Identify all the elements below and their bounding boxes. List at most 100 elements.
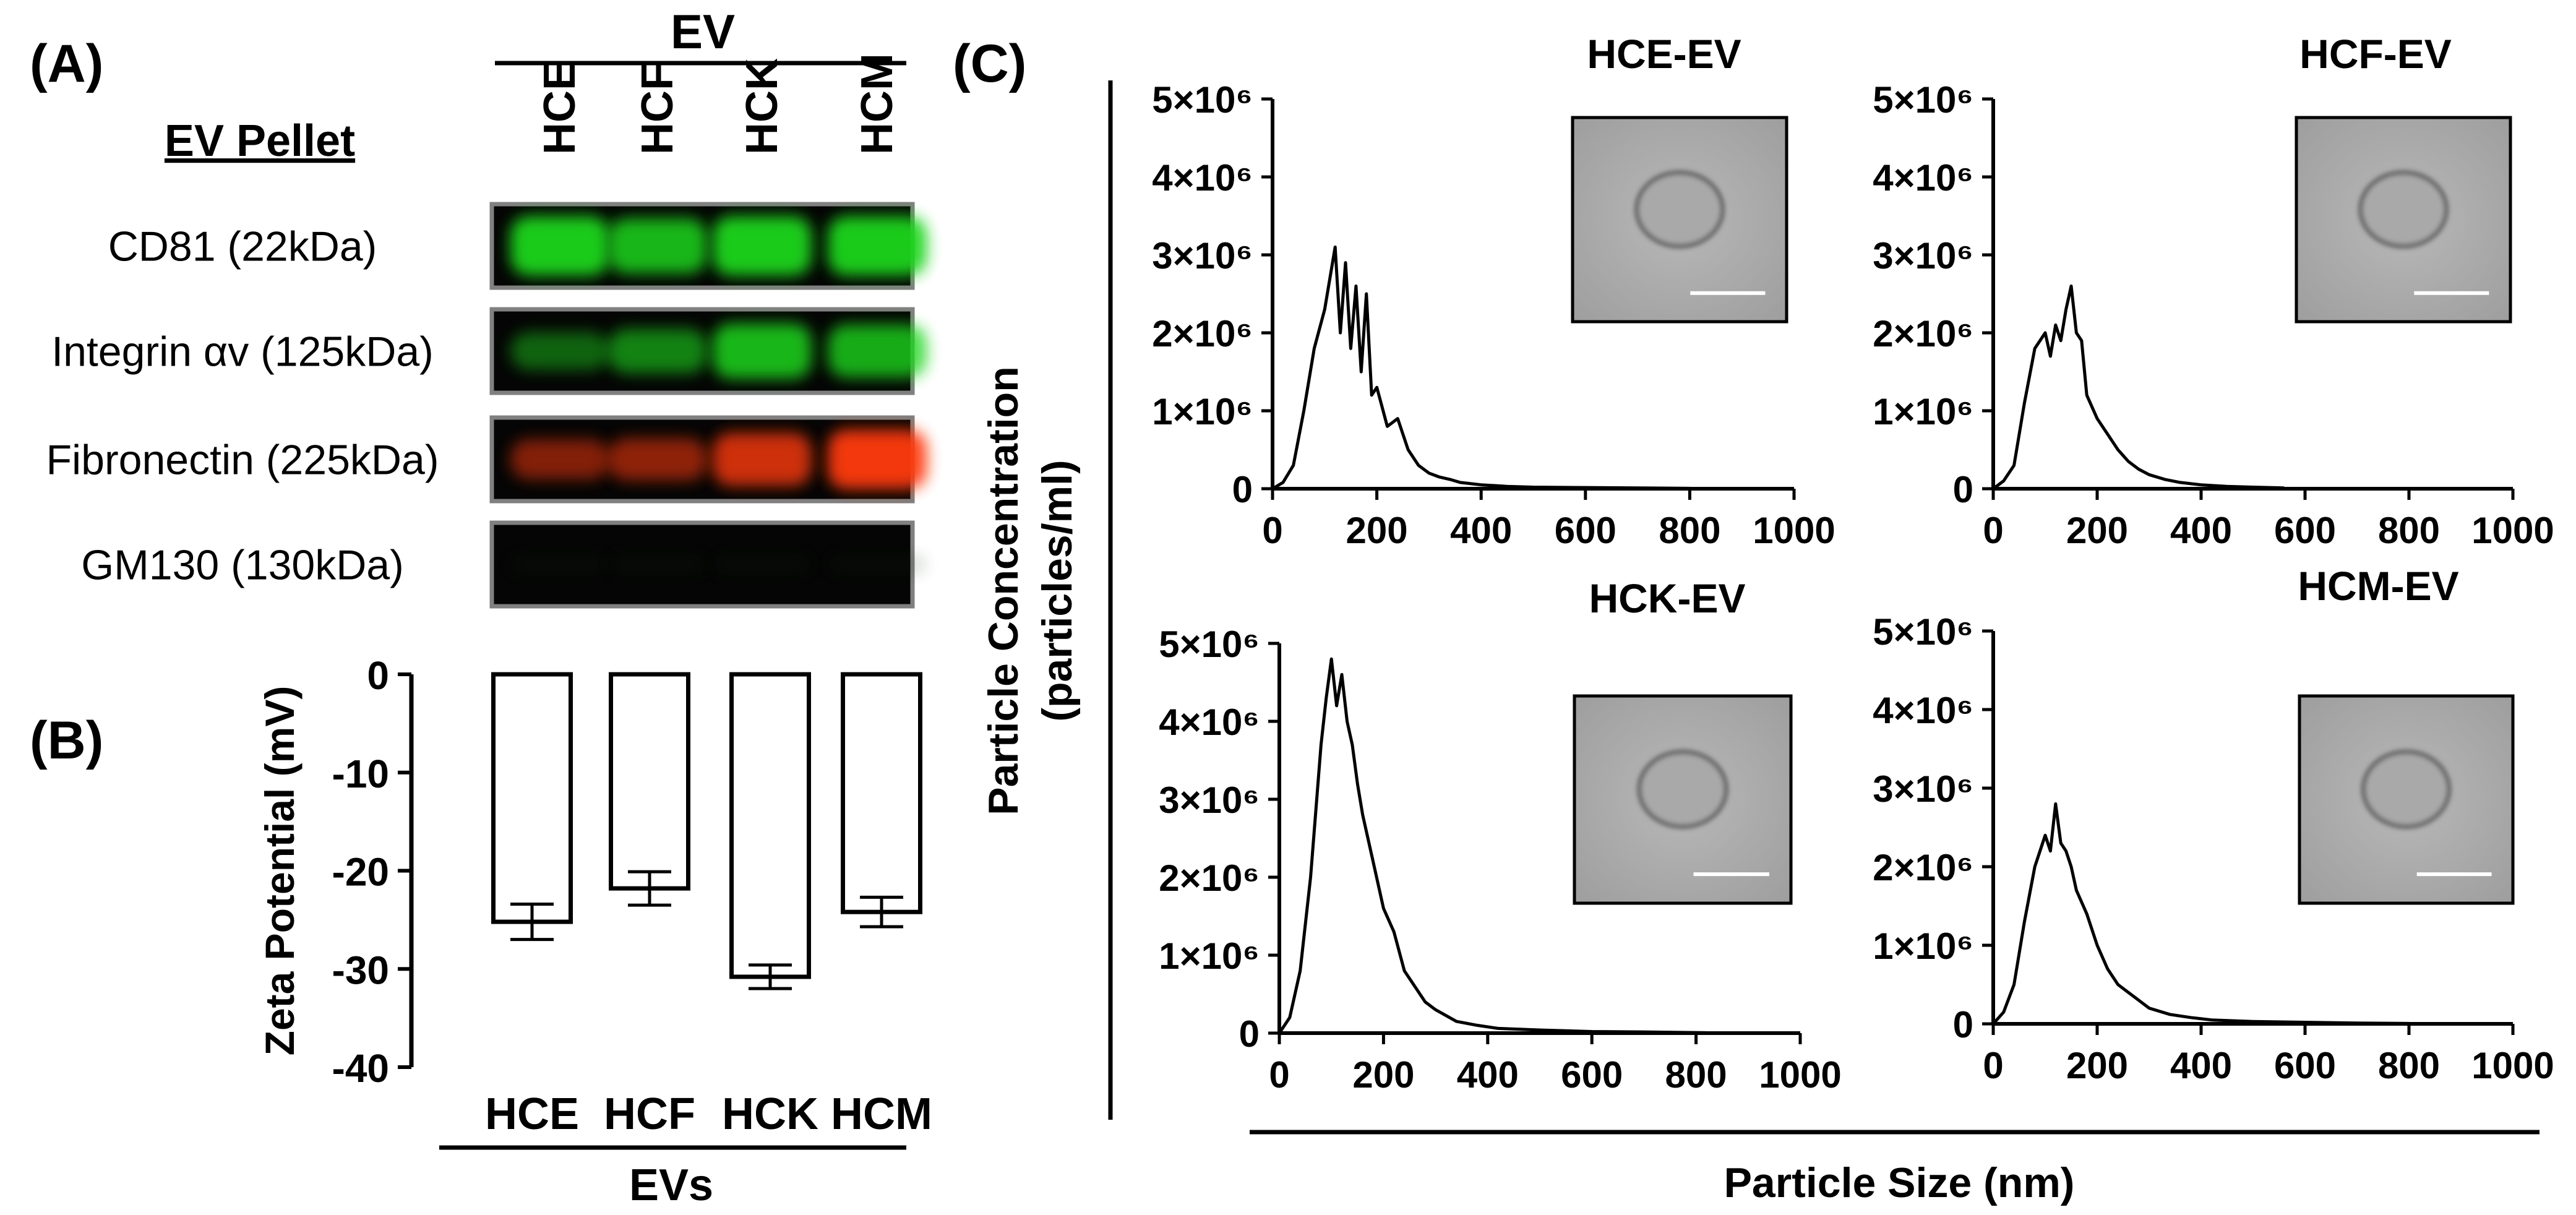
particle-size-charts: Particle Concentration (particles/ml) Part… — [980, 31, 2554, 1206]
size-chart-1: 0 1×10⁶ 2×10⁶ 3×10⁶ 4×10⁶ 5×10⁶ 0 200 400 600 800 1… — [1152, 31, 1835, 551]
y-tick-label: 3×10⁶ — [1152, 235, 1253, 277]
x-tick-label: 200 — [1352, 1054, 1414, 1096]
y-tick-label: 2×10⁶ — [1873, 847, 1973, 888]
blot-row-label: CD81 (22kDa) — [108, 223, 377, 270]
blot-row: Fibronectin (225kDa) — [46, 415, 927, 504]
zeta-y-tick-label: -20 — [332, 850, 390, 895]
lane-label-hcm: HCM — [852, 53, 902, 155]
y-tick-label: 1×10⁶ — [1873, 925, 1973, 967]
y-tick-label: 5×10⁶ — [1159, 624, 1260, 665]
zeta-category-label: HCE — [485, 1089, 579, 1139]
y-tick-label: 5×10⁶ — [1152, 79, 1253, 121]
blot-row-label: Fibronectin (225kDa) — [46, 437, 439, 484]
x-tick-label: 800 — [2378, 510, 2440, 551]
x-tick-label: 800 — [2378, 1045, 2440, 1086]
x-tick-label: 400 — [1450, 510, 1512, 551]
x-tick-label: 400 — [2170, 1045, 2232, 1086]
y-tick-label: 1×10⁶ — [1873, 391, 1973, 432]
blot-row: CD81 (22kDa) — [108, 202, 927, 290]
em-inset-image — [1573, 694, 1793, 905]
y-tick-label: 2×10⁶ — [1873, 313, 1973, 354]
blot-band — [510, 554, 609, 575]
size-chart-title: HCK-EV — [1589, 575, 1745, 621]
x-tick-label: 1000 — [1753, 510, 1835, 551]
zeta-category-label: HCF — [604, 1089, 695, 1139]
panel-label-a: (A) — [30, 34, 103, 93]
panel-label-b: (B) — [30, 711, 103, 770]
blot-band — [828, 554, 927, 575]
size-distribution-line — [1992, 284, 2285, 491]
blot-band — [608, 328, 707, 374]
y-tick-label: 5×10⁶ — [1873, 611, 1973, 653]
x-tick-label: 1000 — [1759, 1054, 1841, 1096]
blot-band — [713, 323, 812, 379]
size-chart-4: 0 1×10⁶ 2×10⁶ 3×10⁶ 4×10⁶ 5×10⁶ 0 200 400 600 800 1… — [1873, 563, 2554, 1086]
size-distribution-line — [1277, 657, 1707, 1034]
x-tick-label: 800 — [1659, 510, 1720, 551]
blot-band — [510, 332, 609, 371]
zeta-y-tick-label: -40 — [332, 1046, 390, 1091]
size-distribution-line — [1271, 245, 1690, 491]
zeta-bar-hce — [491, 672, 573, 924]
y-tick-label: 1×10⁶ — [1159, 935, 1260, 977]
shared-x-label: Particle Size (nm) — [1724, 1159, 2075, 1206]
blot-band — [608, 554, 707, 575]
blot-band — [828, 324, 927, 378]
zeta-bar-hck — [729, 672, 811, 979]
zeta-bar-hcm — [841, 672, 922, 914]
size-chart-title: HCE-EV — [1587, 31, 1741, 77]
y-tick-label: 0 — [1239, 1013, 1260, 1055]
y-tick-label: 4×10⁶ — [1873, 157, 1973, 199]
blot-band — [713, 432, 812, 486]
y-tick-label: 0 — [1953, 1004, 1973, 1045]
shared-y-label-2: (particles/ml) — [1034, 460, 1081, 721]
x-tick-label: 0 — [1983, 1045, 2003, 1086]
ev-group-label: EV — [671, 4, 735, 59]
lane-label-hce: HCE — [535, 61, 585, 155]
x-tick-label: 200 — [2066, 510, 2128, 551]
x-tick-label: 1000 — [2471, 1045, 2554, 1086]
y-tick-label: 1×10⁶ — [1152, 391, 1253, 432]
blot-band — [713, 554, 812, 575]
size-chart-title: HCF-EV — [2299, 31, 2452, 77]
zeta-bar-hcf — [609, 672, 690, 891]
size-chart-title: HCM-EV — [2298, 563, 2458, 609]
y-tick-label: 5×10⁶ — [1873, 79, 1973, 121]
y-tick-label: 3×10⁶ — [1873, 768, 1973, 810]
blot-band — [713, 216, 812, 276]
zeta-category-label: HCM — [831, 1089, 932, 1139]
x-tick-label: 200 — [2066, 1045, 2128, 1086]
vesicle-shape — [2361, 750, 2451, 829]
vesicle-shape — [1634, 171, 1725, 248]
y-tick-label: 4×10⁶ — [1152, 157, 1253, 199]
x-tick-label: 0 — [1269, 1054, 1289, 1096]
em-inset-image — [2298, 694, 2515, 905]
zeta-y-label: Zeta Potential (mV) — [257, 686, 303, 1056]
lane-label-hck: HCK — [737, 58, 787, 155]
x-tick-label: 400 — [2170, 510, 2232, 551]
y-tick-label: 2×10⁶ — [1152, 313, 1253, 354]
zeta-category-label: HCK — [722, 1089, 818, 1139]
zeta-group-label: EVs — [629, 1161, 713, 1210]
blot-band — [828, 216, 927, 276]
panel-label-c: (C) — [953, 34, 1026, 93]
blot-band — [510, 439, 609, 479]
x-tick-label: 1000 — [2471, 510, 2554, 551]
x-tick-label: 600 — [1561, 1054, 1623, 1096]
x-tick-label: 0 — [1983, 510, 2003, 551]
blot-band — [608, 438, 707, 481]
zeta-potential-chart: 0 -10 -20 -30 -40 Zeta Potential (mV) HCE HCF HC… — [257, 653, 932, 1210]
blot-band — [828, 429, 927, 489]
y-tick-label: 4×10⁶ — [1873, 690, 1973, 731]
y-tick-label: 3×10⁶ — [1873, 235, 1973, 277]
blot-row-label: GM130 (130kDa) — [81, 542, 404, 589]
em-inset-image — [1571, 116, 1788, 324]
ev-pellet-label: EV Pellet — [165, 116, 355, 166]
y-tick-label: 3×10⁶ — [1159, 779, 1260, 821]
y-tick-label: 2×10⁶ — [1159, 857, 1260, 899]
y-tick-label: 0 — [1953, 469, 1973, 510]
y-tick-label: 0 — [1232, 469, 1253, 510]
x-tick-label: 800 — [1665, 1054, 1727, 1096]
shared-y-label-1: Particle Concentration — [980, 366, 1027, 815]
western-blot: HCE HCF HCK HCM CD81 (22kDa) Integrin αv (125… — [46, 53, 927, 609]
